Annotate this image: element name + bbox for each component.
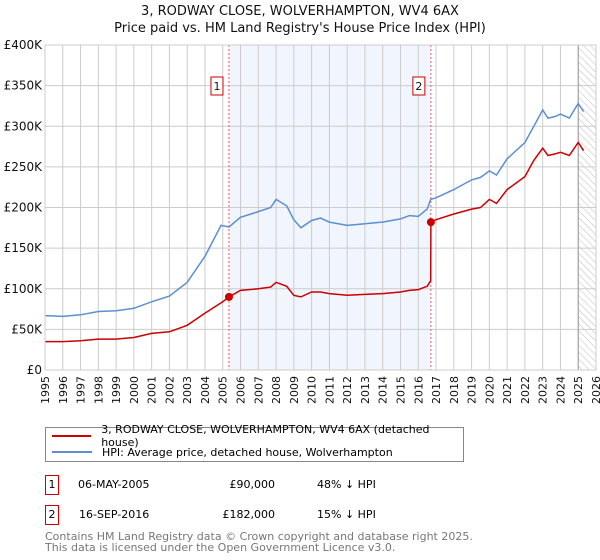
y-tick-label: £150K <box>4 241 44 255</box>
legend-swatch <box>52 451 92 453</box>
x-tick-label: 2022 <box>519 376 532 404</box>
transaction-badge: 1 <box>45 475 59 495</box>
transaction-date: 16-SEP-2016 <box>79 508 150 521</box>
x-tick-label: 2023 <box>537 376 550 404</box>
x-tick-label: 1996 <box>57 376 70 404</box>
transaction-date: 06-MAY-2005 <box>78 478 150 491</box>
plot-border <box>44 44 597 371</box>
legend-item-property: 3, RODWAY CLOSE, WOLVERHAMPTON, WV4 6AX … <box>52 423 463 449</box>
x-tick-label: 2003 <box>181 376 194 404</box>
sale-label: 1 <box>213 80 220 93</box>
legend: 3, RODWAY CLOSE, WOLVERHAMPTON, WV4 6AX … <box>45 423 464 462</box>
x-tick-label: 2014 <box>377 376 390 404</box>
x-tick-label: 2016 <box>412 376 425 404</box>
x-tick-label: 1995 <box>39 376 52 404</box>
transaction-badge: 2 <box>45 505 59 525</box>
y-tick-label: £300K <box>4 119 44 133</box>
y-tick-label: £200K <box>4 201 44 215</box>
hpi-line <box>44 102 585 318</box>
property-price-line <box>45 141 585 343</box>
footer-licence: This data is licensed under the Open Gov… <box>45 541 396 554</box>
chart-title: 3, RODWAY CLOSE, WOLVERHAMPTON, WV4 6AX <box>141 4 459 19</box>
x-tick-label: 1997 <box>75 376 88 404</box>
transaction-price: £90,000 <box>229 478 276 491</box>
x-tick-label: 2021 <box>501 376 514 404</box>
transaction-row: 1 06-MAY-2005 £90,000 48% ↓ HPI <box>45 475 465 495</box>
y-tick-label: £0 <box>27 363 42 377</box>
transaction-hpi: 15% ↓ HPI <box>317 508 376 521</box>
x-tick-label: 2018 <box>448 376 461 404</box>
legend-swatch <box>52 435 92 437</box>
x-tick-label: 2019 <box>466 376 479 404</box>
chart-subtitle: Price paid vs. HM Land Registry's House … <box>114 21 486 36</box>
x-tick-label: 2013 <box>359 376 372 404</box>
x-tick-label: 2011 <box>323 376 336 404</box>
y-tick-label: £350K <box>4 79 44 93</box>
transaction-row: 2 16-SEP-2016 £182,000 15% ↓ HPI <box>45 505 465 525</box>
x-tick-label: 2008 <box>270 376 283 404</box>
x-tick-label: 2012 <box>341 376 354 404</box>
x-tick-label: 2010 <box>306 376 319 404</box>
transaction-price: £182,000 <box>222 508 276 521</box>
legend-label: HPI: Average price, detached house, Wolv… <box>102 445 393 459</box>
sale-label-box <box>210 76 224 96</box>
x-tick-label: 2001 <box>146 376 159 404</box>
transaction-hpi: 48% ↓ HPI <box>317 478 376 491</box>
x-tick-label: 1999 <box>110 376 123 404</box>
x-tick-label: 2017 <box>430 376 443 404</box>
y-tick-label: £100K <box>4 282 44 296</box>
y-tick-label: £50K <box>11 322 43 336</box>
x-tick-label: 2009 <box>288 376 301 404</box>
y-tick-label: £250K <box>4 160 44 174</box>
x-tick-label: 2006 <box>235 376 248 404</box>
y-tick-label: £400K <box>4 38 44 52</box>
x-tick-label: 2005 <box>217 376 230 404</box>
x-tick-label: 2026 <box>590 376 600 404</box>
price-chart: 1995 1996 1997 1998 1999 2000 2001 2002 2003 2004… <box>4 38 600 404</box>
footer-copyright: Contains HM Land Registry data © Crown c… <box>45 530 473 543</box>
x-tick-label: 2007 <box>252 376 265 404</box>
x-tick-label: 2015 <box>394 376 407 404</box>
x-tick-label: 2025 <box>572 376 585 404</box>
x-tick-label: 2020 <box>483 376 496 404</box>
sale-label-box <box>412 76 426 96</box>
x-tick-label: 2000 <box>128 376 141 404</box>
x-tick-label: 2024 <box>554 376 567 404</box>
sale-point <box>224 292 233 301</box>
legend-label: 3, RODWAY CLOSE, WOLVERHAMPTON, WV4 6AX … <box>101 423 430 449</box>
x-tick-label: 2002 <box>163 376 176 404</box>
legend-item-hpi: HPI: Average price, detached house, Wolv… <box>52 444 393 460</box>
sale-label: 2 <box>415 80 422 93</box>
x-tick-label: 2004 <box>199 376 212 404</box>
sale-point <box>426 218 435 227</box>
x-tick-label: 1998 <box>92 376 105 404</box>
